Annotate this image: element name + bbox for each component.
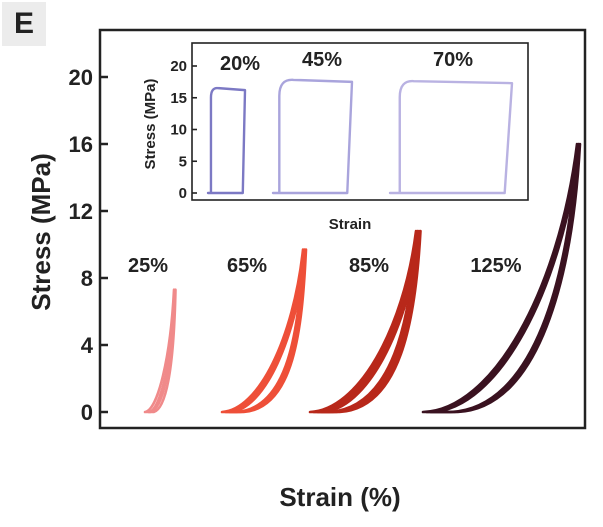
main-y-tick-label: 20 [69, 65, 93, 90]
inset-series-line [271, 78, 354, 195]
inset-x-axis-title: Strain [329, 216, 372, 233]
main-series-label: 85% [349, 255, 389, 277]
main-y-tick-label: 4 [81, 333, 94, 358]
inset-y-axis-title: Stress (MPa) [142, 79, 159, 170]
main-y-axis: 0 4 8 12 16 20 [69, 65, 108, 425]
main-series-label: 125% [470, 255, 521, 277]
inset-y-axis: 0 5 10 15 20 [170, 58, 197, 202]
main-curves [143, 142, 582, 414]
main-y-tick-label: 8 [81, 266, 93, 291]
inset-frame [191, 42, 529, 201]
main-y-tick-label: 0 [81, 400, 93, 425]
main-series-line [220, 248, 305, 414]
main-series-line [143, 288, 176, 414]
main-series-line [320, 229, 422, 414]
main-series-label: 65% [227, 255, 267, 277]
inset-y-tick-label: 15 [170, 90, 187, 107]
main-series-line [147, 288, 177, 414]
inset-y-tick-label: 0 [179, 185, 187, 202]
main-series-line [429, 142, 582, 414]
main-plot-frame [98, 28, 587, 430]
inset-series-line [206, 86, 247, 195]
main-series-line [421, 142, 579, 414]
inset-y-tick-label: 5 [179, 153, 187, 170]
inset-y-tick-label: 10 [170, 122, 187, 139]
main-series-line [316, 229, 421, 414]
inset-y-tick-label: 20 [170, 58, 187, 75]
main-x-axis-title: Strain (%) [279, 482, 400, 512]
main-series-line [224, 248, 306, 414]
inset-series-label: 20% [220, 53, 260, 75]
panel-label: E [2, 2, 46, 46]
main-series-line [308, 229, 418, 414]
main-series-label: 25% [128, 255, 168, 277]
inset-series-label: 45% [302, 49, 342, 71]
main-series-line [425, 142, 580, 414]
main-y-tick-label: 16 [69, 132, 93, 157]
inset-series-line [388, 79, 514, 195]
inset-series-labels: 20% 45% 70% [220, 49, 473, 75]
main-y-axis-title: Stress (MPa) [26, 153, 56, 311]
main-y-tick-label: 12 [69, 199, 93, 224]
inset-curves [206, 78, 514, 195]
inset-series-label: 70% [433, 49, 473, 71]
main-series-labels: 25% 65% 85% 125% [128, 255, 522, 277]
main-series-line [312, 229, 419, 414]
main-series-line [228, 248, 308, 414]
